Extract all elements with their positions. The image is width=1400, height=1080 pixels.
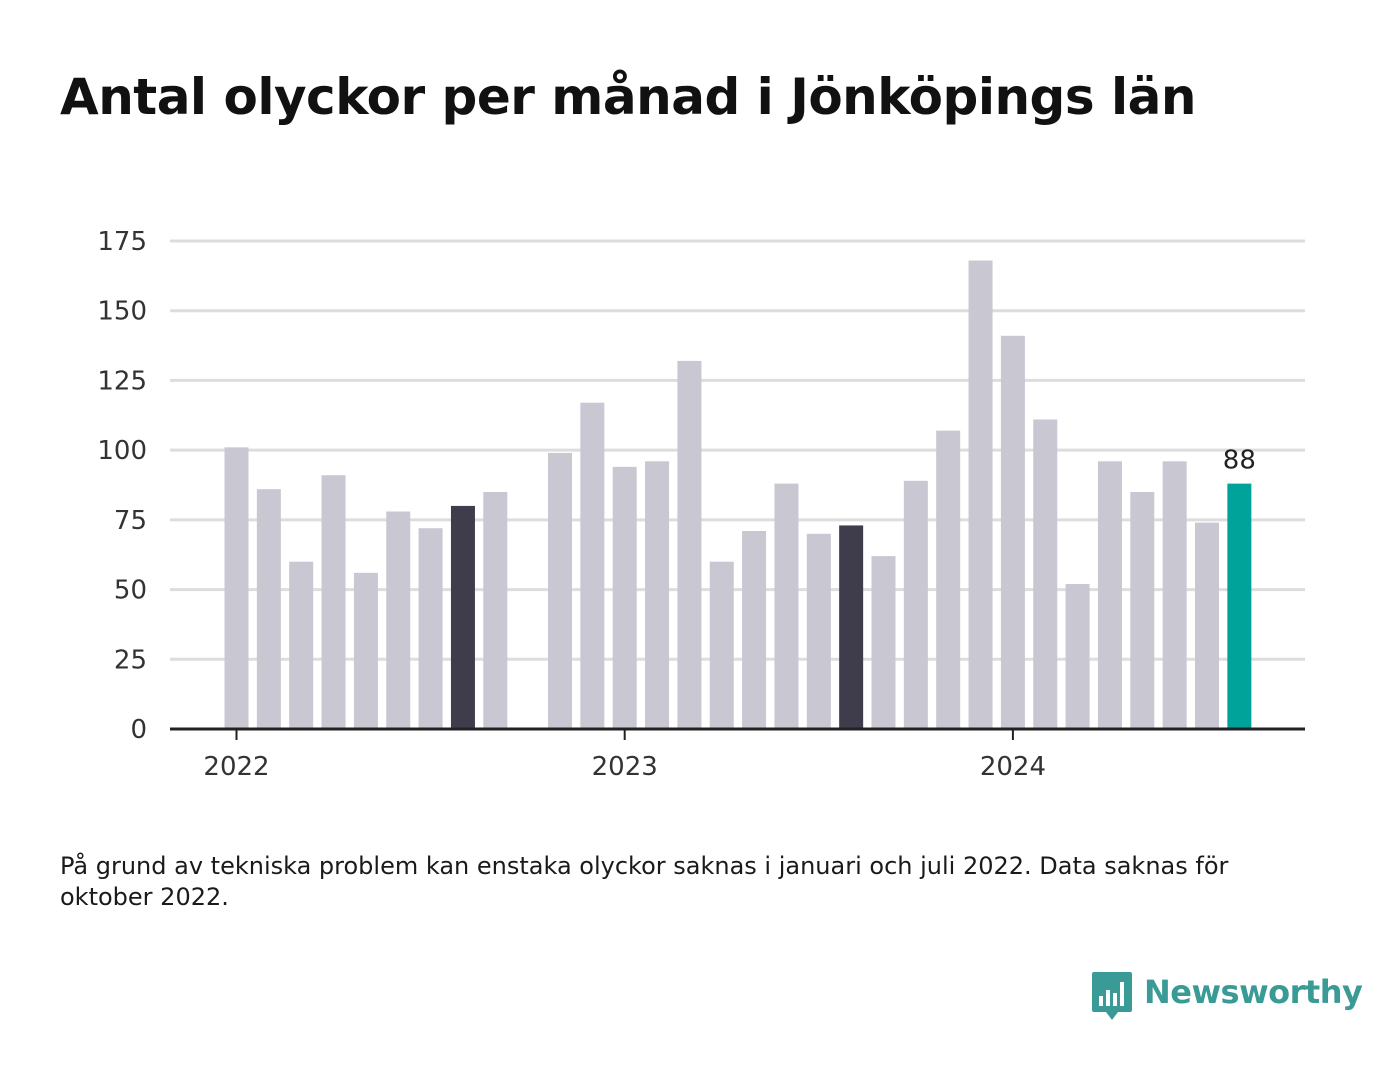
bar	[548, 452, 572, 729]
y-tick-label: 100	[97, 436, 147, 466]
bar-chart-speech-bubble-icon	[1092, 972, 1132, 1020]
bar	[289, 561, 314, 729]
y-tick-label: 25	[114, 645, 147, 675]
bar	[806, 533, 831, 729]
bar	[903, 480, 928, 729]
latest-value-label: 88	[1223, 446, 1256, 476]
bar	[968, 260, 993, 729]
bar	[1065, 583, 1090, 729]
bar	[871, 556, 896, 729]
bar	[321, 475, 346, 729]
bar	[1195, 522, 1219, 729]
newsworthy-logo[interactable]: Newsworthy	[1090, 970, 1363, 1022]
bar	[742, 531, 767, 729]
bar	[256, 489, 281, 729]
y-tick-label: 75	[114, 506, 147, 536]
bar	[645, 461, 670, 729]
bar	[386, 511, 411, 729]
bar	[1227, 483, 1252, 729]
y-tick-label: 175	[97, 227, 147, 257]
bar	[1097, 461, 1122, 729]
bar	[612, 466, 637, 729]
bar	[580, 402, 605, 729]
bar	[450, 505, 475, 729]
x-tick-label: 2022	[203, 752, 269, 782]
y-tick-label: 125	[97, 366, 147, 396]
bar	[1000, 335, 1025, 729]
bar	[1033, 419, 1058, 729]
bar	[1130, 491, 1155, 729]
page-title: Antal olyckor per månad i Jönköpings län	[60, 68, 1196, 126]
logo-text: Newsworthy	[1144, 973, 1363, 1011]
x-axis-ticks: 2022 2023 2024	[203, 729, 1046, 782]
bar	[677, 360, 702, 729]
bar	[483, 491, 508, 729]
bar	[353, 572, 378, 729]
bar	[936, 430, 961, 729]
bar-chart: 0 25 50 75 100 125 150 175 2022 2023 2024 88	[97, 227, 1305, 782]
y-axis-ticks: 0 25 50 75 100 125 150 175	[97, 227, 147, 745]
bar	[774, 483, 799, 729]
y-tick-label: 0	[130, 715, 147, 745]
x-tick-label: 2023	[592, 752, 658, 782]
y-tick-label: 50	[114, 576, 147, 606]
x-tick-label: 2024	[980, 752, 1046, 782]
bar	[709, 561, 734, 729]
data-labels: 88	[1223, 446, 1256, 476]
bar	[839, 525, 864, 729]
bar	[418, 528, 443, 729]
bar	[1162, 461, 1187, 729]
y-tick-label: 150	[97, 297, 147, 327]
footnote: På grund av tekniska problem kan enstaka…	[60, 852, 1229, 911]
bars	[224, 260, 1252, 729]
bar	[224, 447, 249, 729]
